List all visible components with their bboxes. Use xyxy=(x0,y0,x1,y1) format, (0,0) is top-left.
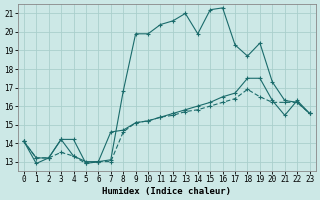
X-axis label: Humidex (Indice chaleur): Humidex (Indice chaleur) xyxy=(102,187,231,196)
